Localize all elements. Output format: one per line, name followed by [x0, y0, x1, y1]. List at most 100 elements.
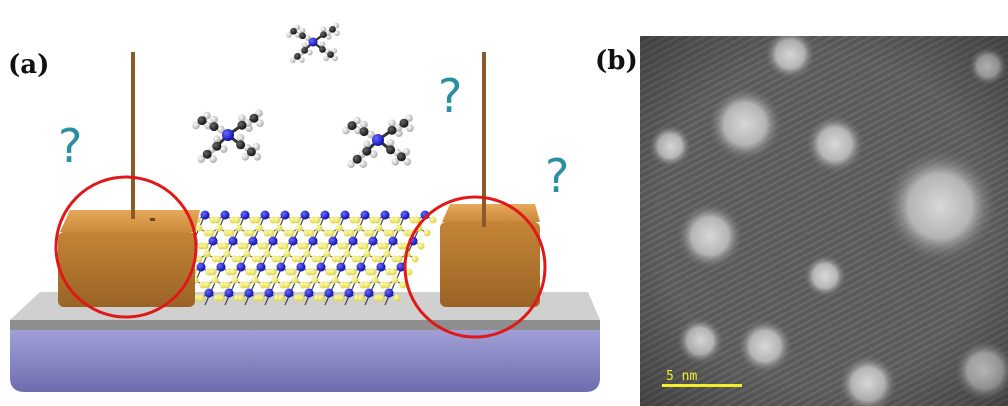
chalcogen-atom: [383, 281, 391, 289]
chalcogen-atom: [317, 294, 325, 302]
chalcogen-atom: [275, 255, 283, 263]
chalcogen-atom: [277, 294, 285, 302]
hydrogen-atom: [253, 153, 262, 161]
chalcogen-atom: [295, 224, 303, 232]
molecule: [286, 22, 340, 64]
carbon-atom: [197, 116, 207, 126]
panel-label-a: (a): [8, 50, 50, 80]
chalcogen-atom: [337, 294, 345, 302]
hydrogen-atom: [236, 134, 245, 142]
carbon-atom: [327, 51, 334, 58]
chalcogen-atom: [215, 255, 223, 263]
chalcogen-atom: [327, 229, 335, 237]
carbon-atom: [396, 152, 406, 162]
metal-atom: [256, 262, 266, 272]
chalcogen-atom: [343, 250, 351, 258]
hydrogen-atom: [197, 155, 205, 163]
metal-atom: [308, 236, 318, 246]
chalcogen-atom: [235, 224, 243, 232]
metal-atom: [340, 210, 350, 220]
hydrogen-atom: [290, 57, 296, 64]
metal-atom: [248, 236, 258, 246]
chalcogen-atom: [363, 250, 371, 258]
chalcogen-atom: [257, 294, 265, 302]
left-contact-highlight-ring: [54, 175, 198, 319]
metal-atom: [224, 288, 234, 298]
chalcogen-atom: [253, 216, 261, 224]
carbon-atom: [320, 31, 327, 39]
metal-atom: [380, 210, 390, 220]
chalcogen-atom: [215, 224, 223, 232]
chalcogen-atom: [321, 242, 329, 250]
chalcogen-atom: [389, 268, 397, 276]
chalcogen-atom: [335, 255, 343, 263]
chalcogen-atom: [417, 242, 425, 250]
substrate-slab-front: [10, 320, 600, 330]
metal-atom: [204, 288, 214, 298]
hydrogen-atom: [256, 119, 264, 127]
hydrogen-atom: [323, 55, 329, 62]
hydrogen-atom: [386, 139, 395, 147]
right-probe-wire: [482, 52, 486, 227]
carbon-atom: [387, 125, 397, 135]
left-electrode: [58, 210, 200, 307]
metal-atom: [284, 288, 294, 298]
chalcogen-atom: [203, 281, 211, 289]
chalcogen-atom: [375, 255, 383, 263]
carbon-atom: [249, 113, 259, 123]
chalcogen-atom: [235, 255, 243, 263]
carbon-atom: [236, 140, 246, 150]
metal-atom: [316, 262, 326, 272]
chalcogen-atom: [375, 224, 383, 232]
metal-atom: [228, 236, 238, 246]
chalcogen-atom: [227, 229, 235, 237]
chalcogen-atom: [271, 276, 279, 284]
metal-atom: [236, 262, 246, 272]
metal-atom: [216, 262, 226, 272]
chalcogen-atom: [283, 250, 291, 258]
chalcogen-atom: [335, 224, 343, 232]
scale-bar-label: 5 nm: [666, 369, 697, 384]
question-mark-top-right: ?: [438, 69, 462, 123]
hydrogen-atom: [301, 42, 308, 49]
hydrogen-atom: [388, 119, 396, 127]
chalcogen-atom: [361, 242, 369, 250]
hydrogen-atom: [367, 130, 375, 139]
question-mark-right: ?: [545, 149, 569, 203]
metal-atom: [344, 288, 354, 298]
chalcogen-atom: [249, 268, 257, 276]
chalcogen-atom: [315, 255, 323, 263]
carbon-atom: [212, 141, 222, 151]
metal-atom: [280, 210, 290, 220]
tem-micrograph: 5 nm: [640, 36, 1008, 406]
chalcogen-atom: [395, 255, 403, 263]
chalcogen-atom: [371, 276, 379, 284]
chalcogen-atom: [307, 229, 315, 237]
hydrogen-atom: [347, 160, 356, 168]
hydrogen-atom: [217, 125, 225, 134]
chalcogen-atom: [263, 281, 271, 289]
metal-atom: [304, 288, 314, 298]
chalcogen-atom: [329, 268, 337, 276]
hydrogen-atom: [403, 158, 412, 166]
chalcogen-atom: [209, 268, 217, 276]
chalcogen-atom: [201, 242, 209, 250]
carbon-atom: [209, 122, 219, 132]
hydrogen-atom: [332, 55, 338, 62]
chalcogen-atom: [269, 268, 277, 276]
chalcogen-atom: [289, 268, 297, 276]
metal-atom: [364, 288, 374, 298]
carbon-atom: [202, 149, 212, 159]
metal-atom: [276, 262, 286, 272]
carbon-atom: [329, 26, 336, 33]
chalcogen-atom: [233, 216, 241, 224]
chalcogen-atom: [423, 229, 431, 237]
metal-atom: [244, 288, 254, 298]
hydrogen-atom: [307, 49, 313, 56]
chalcogen-atom: [213, 216, 221, 224]
adsorbate-molecules: [192, 22, 414, 168]
hydrogen-atom: [342, 126, 350, 135]
chalcogen-atom: [281, 242, 289, 250]
chalcogen-atom: [353, 216, 361, 224]
chalcogen-atom: [323, 281, 331, 289]
